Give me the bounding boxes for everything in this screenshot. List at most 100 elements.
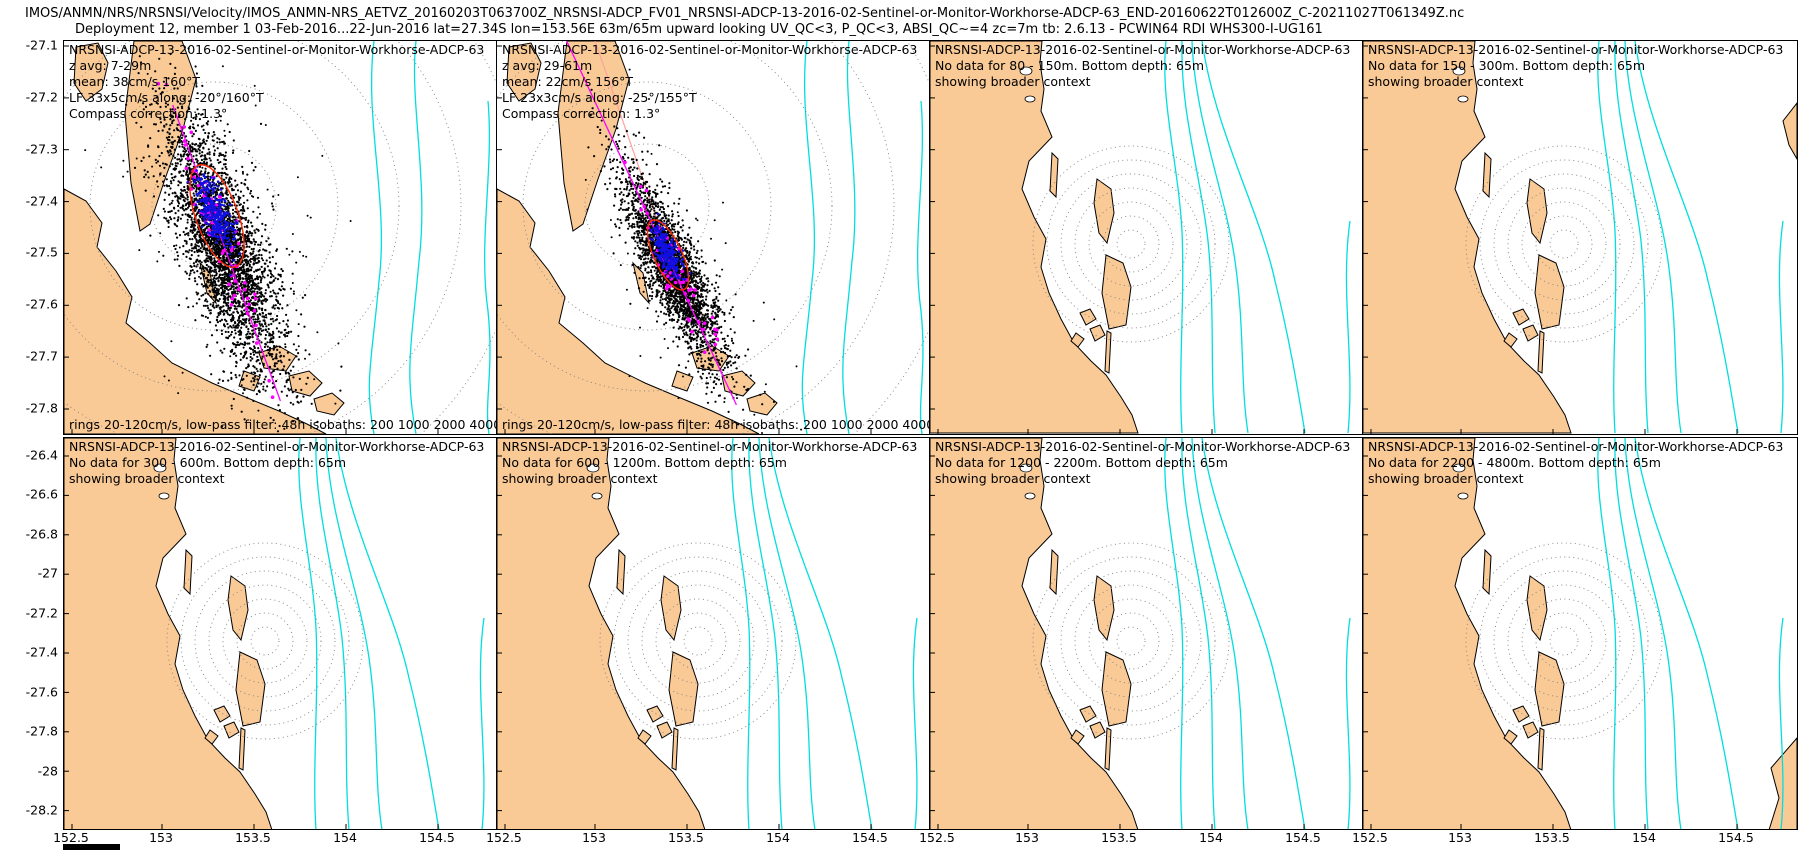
velocity-scatter-point (236, 323, 239, 326)
velocity-scatter-point (250, 347, 253, 350)
velocity-scatter-point (681, 219, 684, 222)
velocity-scatter-point (159, 232, 162, 235)
mean-cluster-point (218, 204, 221, 207)
velocity-scatter-point (260, 235, 264, 238)
velocity-scatter-point (190, 225, 193, 229)
velocity-scatter-point (252, 365, 255, 368)
velocity-scatter-point (163, 166, 166, 169)
velocity-scatter-point (270, 338, 273, 341)
velocity-scatter-point (202, 293, 205, 296)
velocity-scatter-point (172, 154, 175, 157)
velocity-scatter-point (246, 230, 249, 234)
velocity-scatter-point (176, 258, 179, 261)
velocity-scatter-point (260, 329, 263, 332)
velocity-scatter-point (211, 289, 214, 292)
velocity-scatter-point (266, 188, 269, 191)
velocity-scatter-point (223, 158, 226, 161)
velocity-scatter-point (636, 167, 639, 170)
velocity-scatter-point (213, 286, 217, 289)
velocity-scatter-point (174, 162, 177, 165)
velocity-scatter-point (257, 359, 260, 362)
velocity-scatter-point (205, 257, 208, 260)
velocity-scatter-point (609, 161, 612, 164)
velocity-scatter-point (254, 304, 257, 307)
velocity-scatter-point (246, 245, 249, 248)
velocity-scatter-point (240, 321, 243, 324)
velocity-scatter-point (221, 167, 224, 170)
velocity-scatter-point (168, 203, 171, 206)
velocity-scatter-point (242, 283, 245, 286)
velocity-scatter-point (661, 180, 664, 183)
velocity-scatter-point (257, 382, 260, 385)
velocity-scatter-point (285, 323, 288, 326)
velocity-scatter-point (247, 267, 250, 270)
velocity-scatter-point (204, 154, 207, 157)
velocity-scatter-point (176, 87, 179, 90)
velocity-scatter-point (163, 87, 166, 90)
velocity-scatter-point (162, 180, 165, 183)
velocity-scatter-point (221, 284, 224, 287)
velocity-scatter-point (170, 173, 173, 176)
velocity-scatter-point (285, 313, 288, 316)
velocity-scatter-point (250, 269, 253, 272)
velocity-scatter-point (191, 238, 194, 241)
velocity-scatter-point (232, 196, 236, 199)
velocity-scatter-point (178, 141, 181, 144)
velocity-scatter-point (230, 313, 233, 316)
velocity-scatter-point (677, 327, 680, 330)
velocity-scatter-point (151, 165, 154, 168)
velocity-scatter-point (217, 312, 220, 315)
velocity-scatter-point (242, 207, 245, 210)
velocity-scatter-point (238, 198, 241, 201)
mean-cluster-point (214, 198, 218, 202)
velocity-scatter-point (155, 96, 158, 99)
velocity-scatter-point (206, 343, 209, 346)
mean-cluster-point (220, 221, 224, 224)
velocity-scatter-point (630, 224, 633, 227)
velocity-scatter-point (244, 319, 247, 322)
lowpass-point (182, 125, 186, 129)
velocity-scatter-point (254, 327, 257, 331)
velocity-scatter-point (270, 322, 273, 326)
velocity-scatter-point (213, 133, 216, 136)
velocity-scatter-point (212, 172, 215, 175)
velocity-scatter-point (165, 217, 168, 220)
velocity-scatter-point (226, 203, 229, 206)
velocity-scatter-point (187, 155, 190, 158)
velocity-scatter-point (244, 260, 247, 264)
velocity-scatter-point (184, 233, 187, 236)
velocity-scatter-point (215, 271, 218, 274)
mean-cluster-point (215, 241, 218, 244)
mean-cluster-point (218, 193, 222, 196)
mean-cluster-point (206, 196, 209, 200)
lowpass-point (245, 296, 250, 301)
velocity-scatter-point (197, 148, 200, 151)
velocity-scatter-point (290, 330, 293, 333)
velocity-scatter-point (139, 61, 143, 64)
velocity-scatter-point (248, 342, 251, 345)
velocity-scatter-point (300, 388, 303, 391)
velocity-scatter-point (135, 157, 138, 160)
velocity-scatter-point (204, 292, 207, 295)
mean-cluster-point (216, 185, 220, 188)
velocity-scatter-point (252, 353, 256, 356)
velocity-scatter-point (167, 379, 170, 382)
velocity-scatter-point (207, 307, 210, 310)
velocity-scatter-point (178, 136, 181, 139)
velocity-scatter-point (183, 200, 186, 203)
velocity-scatter-point (634, 212, 637, 215)
velocity-scatter-point (185, 208, 188, 211)
velocity-scatter-point (248, 332, 252, 335)
velocity-scatter-point (185, 250, 188, 253)
velocity-scatter-point (268, 349, 271, 352)
velocity-scatter-point (296, 176, 299, 179)
velocity-scatter-point (647, 257, 650, 260)
velocity-scatter-point (148, 155, 151, 158)
velocity-scatter-point (297, 323, 300, 326)
velocity-scatter-point (248, 263, 251, 266)
velocity-scatter-point (152, 175, 155, 178)
velocity-scatter-point (195, 302, 198, 305)
velocity-scatter-point (252, 351, 255, 354)
velocity-scatter-point (191, 229, 194, 232)
velocity-scatter-point (222, 309, 226, 312)
